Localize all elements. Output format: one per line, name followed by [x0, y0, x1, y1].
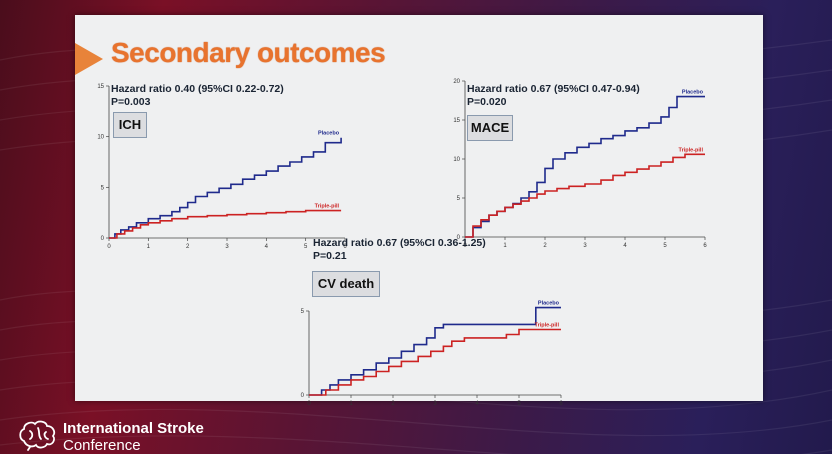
mace-tag: MACE	[467, 115, 513, 141]
triple-pill-label: Triple-pill	[315, 204, 340, 210]
title-arrow-icon	[75, 43, 103, 75]
triple-pill-series-line	[309, 328, 561, 396]
triple-pill-series-line	[465, 153, 705, 238]
triple-pill-label: Triple-pill	[679, 147, 704, 153]
x-tick-label: 6	[343, 244, 347, 250]
cvdeath-stats: Hazard ratio 0.67 (95%CI 0.36-1.25) P=0.…	[313, 237, 486, 263]
ich-p-value: P=0.003	[111, 96, 151, 108]
x-tick-label: 2	[391, 401, 395, 407]
x-tick-label: 4	[265, 244, 269, 250]
cvdeath-chart: 0 1 2 3 4 5 6 0 5 Placebo Triple-pill	[301, 301, 564, 407]
x-tick-label: 3	[583, 243, 587, 249]
conference-line-1: International Stroke	[63, 420, 204, 437]
y-tick-label: 5	[457, 196, 461, 202]
y-tick-label: 5	[301, 309, 305, 315]
x-tick-label: 5	[517, 401, 521, 407]
x-tick-label: 0	[463, 243, 467, 249]
x-tick-label: 3	[433, 401, 437, 407]
placebo-series-line	[309, 306, 561, 396]
cvdeath-hazard-ratio: Hazard ratio 0.67 (95%CI 0.36-1.25)	[313, 237, 486, 249]
x-tick-label: 0	[107, 244, 111, 250]
y-tick-label: 10	[453, 157, 460, 163]
x-tick-label: 5	[663, 243, 667, 249]
x-tick-label: 1	[349, 401, 353, 407]
y-tick-label: 20	[453, 79, 460, 85]
placebo-series-line	[109, 137, 342, 239]
mace-chart: 0 1 2 3 4 5 6 0 5 10 15 20 Placebo Triple-pill	[453, 79, 707, 249]
x-tick-label: 2	[186, 244, 190, 250]
slide: Secondary outcomes Hazard ratio 0.40 (95…	[75, 15, 763, 407]
ich-hazard-ratio: Hazard ratio 0.40 (95%CI 0.22-0.72)	[111, 83, 284, 95]
placebo-label: Placebo	[682, 90, 704, 96]
x-tick-label: 3	[225, 244, 229, 250]
x-tick-label: 5	[304, 244, 308, 250]
triple-pill-label: Triple-pill	[535, 322, 560, 328]
placebo-series-line	[465, 95, 705, 238]
x-tick-label: 2	[543, 243, 547, 249]
ich-tag: ICH	[113, 112, 147, 138]
x-tick-label: 0	[307, 401, 311, 407]
brain-logo-icon	[19, 420, 56, 451]
y-tick-label: 0	[457, 235, 461, 241]
placebo-label: Placebo	[318, 131, 340, 137]
y-tick-label: 15	[97, 84, 104, 90]
mace-p-value: P=0.020	[467, 96, 507, 108]
cvdeath-tag: CV death	[312, 271, 380, 297]
x-tick-label: 4	[475, 401, 479, 407]
placebo-label: Placebo	[538, 301, 560, 307]
y-tick-label: 5	[101, 185, 105, 191]
x-tick-label: 4	[623, 243, 627, 249]
y-tick-label: 0	[101, 236, 105, 242]
triple-pill-series-line	[109, 209, 342, 239]
conference-name: International Stroke Conference	[63, 420, 204, 454]
mace-hazard-ratio: Hazard ratio 0.67 (95%CI 0.47-0.94)	[467, 83, 640, 95]
y-tick-label: 10	[97, 135, 104, 141]
cvdeath-p-value: P=0.21	[313, 250, 347, 262]
y-tick-label: 0	[301, 393, 305, 399]
mace-stats: Hazard ratio 0.67 (95%CI 0.47-0.94) P=0.…	[467, 83, 640, 109]
x-tick-label: 1	[147, 244, 151, 250]
ich-stats: Hazard ratio 0.40 (95%CI 0.22-0.72) P=0.…	[111, 83, 284, 109]
conference-line-2: Conference	[63, 437, 141, 454]
y-tick-label: 15	[453, 118, 460, 124]
x-tick-label: 6	[703, 243, 707, 249]
x-tick-label: 6	[559, 401, 563, 407]
x-tick-label: 1	[503, 243, 507, 249]
slide-title: Secondary outcomes	[111, 37, 386, 68]
ich-chart: 0 1 2 3 4 5 6 0 5 10 15 Placebo Triple-pill	[97, 84, 347, 250]
